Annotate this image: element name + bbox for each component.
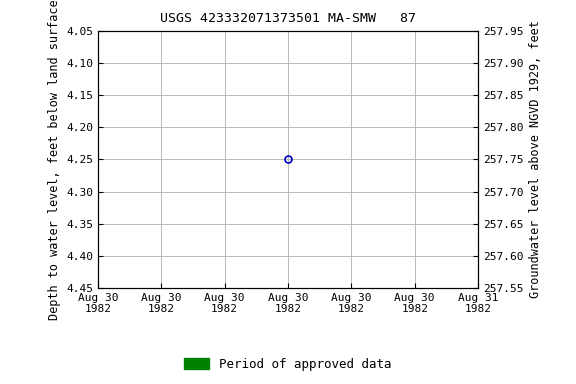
Y-axis label: Depth to water level, feet below land surface: Depth to water level, feet below land su… xyxy=(47,0,60,319)
Title: USGS 423332071373501 MA-SMW   87: USGS 423332071373501 MA-SMW 87 xyxy=(160,12,416,25)
Y-axis label: Groundwater level above NGVD 1929, feet: Groundwater level above NGVD 1929, feet xyxy=(529,20,542,298)
Legend: Period of approved data: Period of approved data xyxy=(179,353,397,376)
